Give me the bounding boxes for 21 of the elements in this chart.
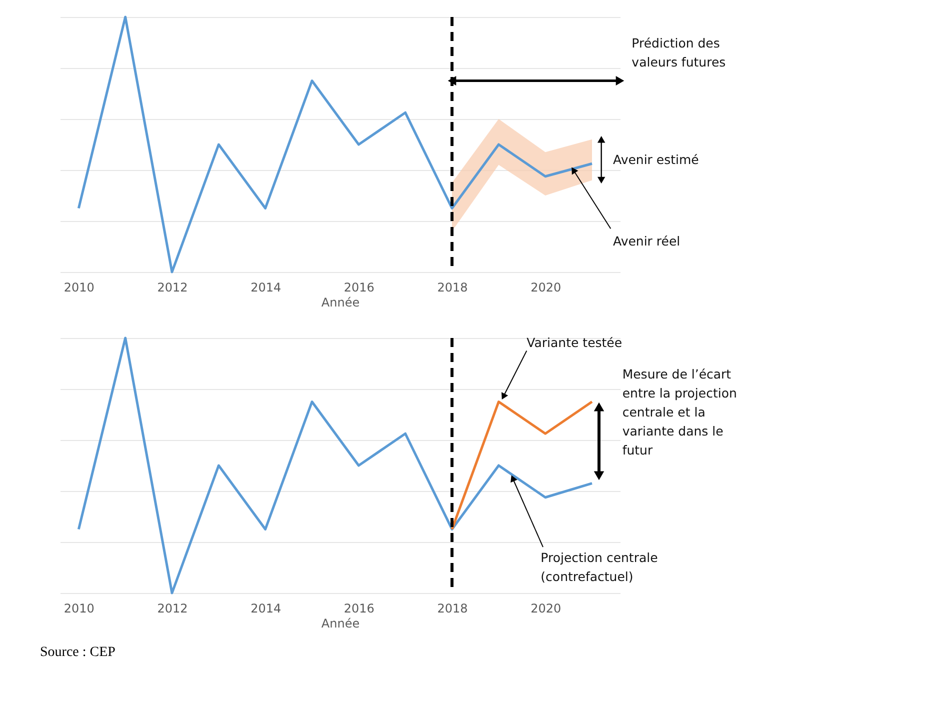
x-tick-label: 2010 (64, 602, 94, 616)
text: Prédiction des valeurs futures (632, 35, 726, 70)
source-note: Source : CEP (40, 645, 116, 660)
x-tick-label: 2016 (344, 280, 374, 294)
x-tick-label: 2012 (157, 280, 188, 294)
annotation: Variante testée (526, 335, 622, 350)
x-axis-title: Année (321, 616, 360, 630)
x-axis-title: Année (321, 296, 360, 310)
x-tick-label: 2016 (344, 602, 374, 616)
text: Mesure de l’écart entre la projection centrale et la variante dans le futur (622, 366, 737, 458)
x-tick-label: 2010 (64, 280, 94, 294)
x-tick-label: 2018 (437, 280, 468, 294)
x-tick-label: 2020 (530, 280, 562, 294)
x-tick-label: 2012 (157, 602, 188, 616)
annotation: Projection centrale (contrefactuel) (540, 550, 658, 584)
annotation: Avenir estimé (613, 152, 700, 167)
annotation: Avenir réel (613, 233, 680, 248)
x-tick-label: 2018 (437, 602, 468, 616)
x-tick-label: 2014 (250, 602, 282, 616)
x-tick-label: 2020 (530, 602, 562, 616)
x-tick-label: 2014 (250, 280, 282, 294)
